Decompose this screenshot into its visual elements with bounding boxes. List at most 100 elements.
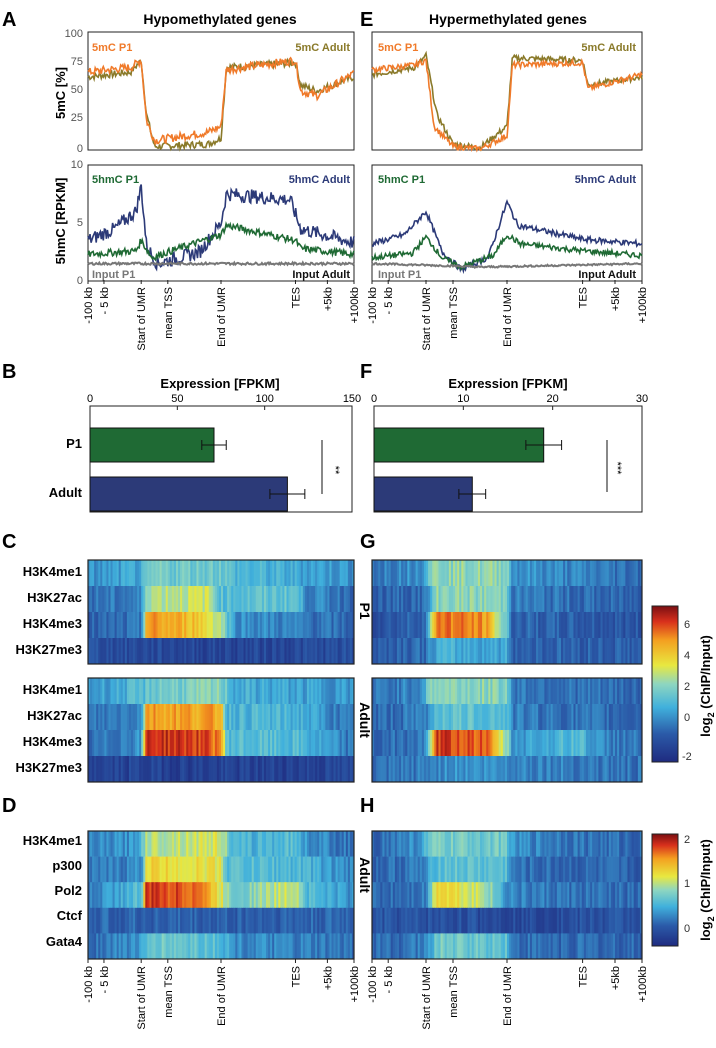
heat-cell <box>394 882 398 909</box>
heat-cell <box>349 586 353 613</box>
series-e-5mc-p1 <box>371 57 643 153</box>
heat-cell <box>266 756 269 783</box>
heat-cell <box>515 638 518 665</box>
heat-cell <box>241 730 244 757</box>
heat-cell <box>617 882 620 909</box>
heat-cell <box>206 560 210 587</box>
heat-cell <box>583 831 587 857</box>
heat-cell <box>394 678 398 705</box>
heat-cell <box>542 756 545 783</box>
heat-cell <box>341 831 345 857</box>
heat-cell <box>118 638 122 665</box>
heat-cell <box>415 882 419 909</box>
heat-cell <box>615 856 618 883</box>
heat-cell <box>243 856 246 883</box>
heat-cell <box>349 678 353 705</box>
heat-cell <box>112 560 115 587</box>
heat-cell <box>544 907 547 934</box>
heat-cell <box>343 756 347 783</box>
heat-cell <box>411 933 414 960</box>
heat-cell <box>173 560 177 587</box>
heat-cell <box>327 882 330 909</box>
heat-cell <box>629 586 633 613</box>
heat-cell <box>538 831 541 857</box>
heat-cell <box>208 831 212 857</box>
heat-cell <box>457 831 460 857</box>
heat-cell <box>469 933 473 960</box>
heat-cell <box>392 907 396 934</box>
heat-cell <box>298 882 302 909</box>
heat-cell <box>339 560 343 587</box>
heat-cell <box>143 933 146 960</box>
heat-cell <box>147 560 150 587</box>
heat-cell <box>534 560 537 587</box>
heat-cell <box>249 704 253 731</box>
heat-cell <box>423 907 427 934</box>
heat-cell <box>206 704 210 731</box>
heat-cell <box>259 678 263 705</box>
heat-cell <box>249 678 253 705</box>
heat-cell <box>531 678 535 705</box>
heat-cell <box>438 678 441 705</box>
heat-cell <box>384 612 387 639</box>
heat-cell <box>94 638 97 665</box>
heat-cell <box>153 856 156 883</box>
heat-cell <box>153 756 156 783</box>
heat-cell <box>88 678 91 705</box>
heat-cell <box>617 856 620 883</box>
heat-cell <box>465 638 468 665</box>
heat-cell <box>249 756 253 783</box>
heat-cell <box>606 704 610 731</box>
xtick-label: mean TSS <box>163 287 175 339</box>
heat-cell <box>631 704 635 731</box>
heat-cell <box>411 586 414 613</box>
heat-cell <box>525 756 529 783</box>
heat-cell <box>457 704 460 731</box>
heat-cell <box>341 704 345 731</box>
heat-cell <box>448 907 452 934</box>
heatmap-h-adult-frame <box>371 830 643 960</box>
heat-cell <box>615 704 618 731</box>
heat-cell <box>245 856 248 883</box>
heat-cell <box>615 831 618 857</box>
heat-cell <box>239 933 242 960</box>
heat-cell <box>243 907 246 934</box>
heat-cell <box>492 831 495 857</box>
heat-cell <box>216 756 220 783</box>
heat-cell <box>221 933 224 960</box>
heat-cell <box>590 831 593 857</box>
heat-cell <box>548 612 552 639</box>
heat-cell <box>421 756 425 783</box>
heat-cell <box>376 933 379 960</box>
heat-cell <box>388 933 392 960</box>
heat-cell <box>151 638 154 665</box>
heat-cell <box>457 730 460 757</box>
heat-cell <box>280 882 283 909</box>
heat-cell <box>315 882 318 909</box>
heat-cell <box>296 933 300 960</box>
heat-cell <box>208 882 212 909</box>
heat-cell <box>608 907 612 934</box>
heat-cell <box>288 678 291 705</box>
heat-cell <box>231 831 234 857</box>
heat-cell <box>214 678 218 705</box>
heat-cell <box>126 907 130 934</box>
heat-cell <box>282 704 285 731</box>
heat-cell <box>206 638 210 665</box>
heat-cell <box>251 756 255 783</box>
heat-cell <box>139 612 142 639</box>
heat-cell <box>104 933 107 960</box>
heat-cell <box>253 856 257 883</box>
heat-cell <box>604 638 608 665</box>
heat-cell <box>135 756 138 783</box>
heat-cell <box>345 882 349 909</box>
heat-cell <box>147 907 150 934</box>
heat-cell <box>321 882 324 909</box>
bars-f: 0 10 20 30 <box>371 393 648 512</box>
heat-cell <box>90 907 93 934</box>
heat-cell <box>608 882 612 909</box>
heat-cell <box>120 678 124 705</box>
bar-axis-tick-label: 30 <box>636 393 648 405</box>
heat-cell <box>384 756 387 783</box>
heat-cell <box>565 586 568 613</box>
